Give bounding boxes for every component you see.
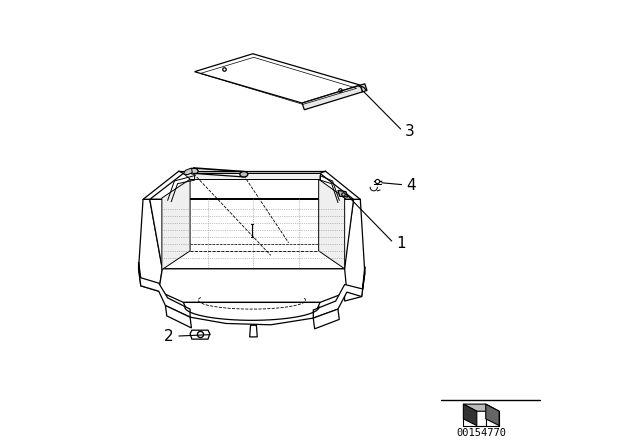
- Polygon shape: [463, 404, 477, 426]
- Polygon shape: [250, 325, 257, 337]
- Polygon shape: [150, 199, 353, 269]
- Polygon shape: [463, 404, 499, 411]
- Polygon shape: [150, 173, 353, 199]
- Polygon shape: [486, 404, 499, 426]
- Text: 4: 4: [406, 178, 415, 193]
- Text: 3: 3: [405, 124, 415, 139]
- Polygon shape: [184, 302, 320, 325]
- Polygon shape: [344, 199, 365, 301]
- Ellipse shape: [240, 172, 248, 177]
- Polygon shape: [162, 179, 190, 270]
- Polygon shape: [190, 330, 210, 339]
- Polygon shape: [360, 84, 367, 92]
- Polygon shape: [314, 309, 339, 329]
- Polygon shape: [314, 267, 365, 318]
- Text: 1: 1: [396, 236, 406, 251]
- Polygon shape: [159, 269, 347, 302]
- Polygon shape: [338, 190, 348, 197]
- Text: 2: 2: [164, 329, 173, 345]
- Polygon shape: [165, 306, 191, 328]
- Polygon shape: [139, 199, 163, 291]
- Polygon shape: [184, 168, 192, 175]
- Polygon shape: [139, 262, 190, 317]
- Polygon shape: [195, 54, 360, 103]
- Polygon shape: [319, 179, 345, 269]
- Ellipse shape: [189, 168, 198, 174]
- Polygon shape: [162, 198, 345, 269]
- Polygon shape: [302, 85, 362, 110]
- Polygon shape: [184, 173, 320, 179]
- Text: 00154770: 00154770: [456, 428, 506, 438]
